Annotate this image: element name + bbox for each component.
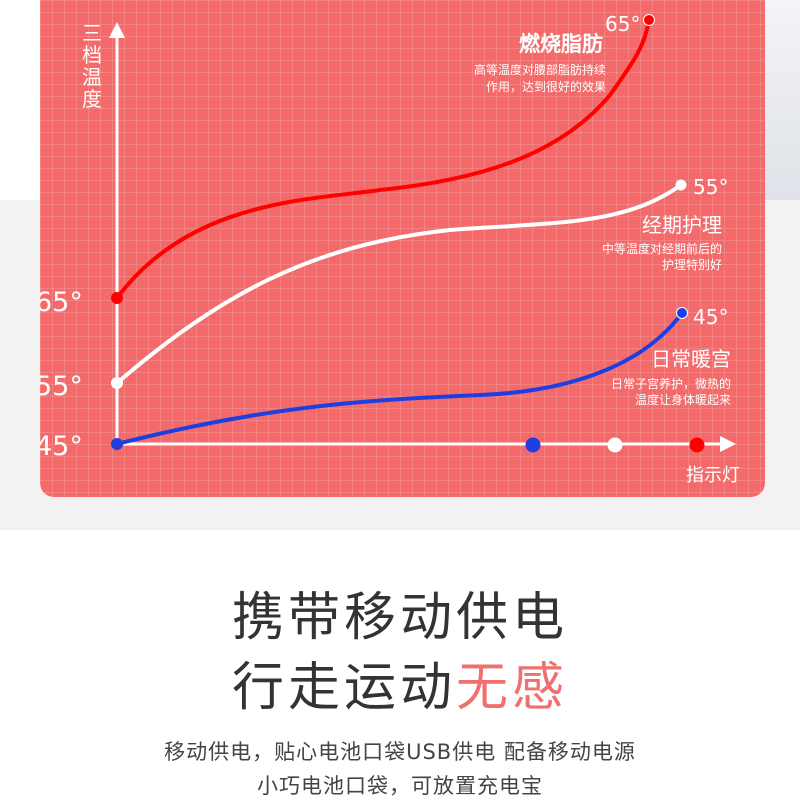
- temperature-chart: 三 档 温 度 45° 55° 65° 指示灯 65° 55° 45° 燃烧脂肪…: [40, 12, 740, 486]
- series-name-daily-warmth: 日常暖宫: [651, 347, 731, 371]
- y-axis-label-char: 三: [82, 21, 102, 45]
- series-description-line: 日常子宫养护，微热的: [611, 376, 731, 391]
- chart-panel: 三 档 温 度 45° 55° 65° 指示灯 65° 55° 45° 燃烧脂肪…: [40, 0, 765, 497]
- indicator-dot-red: [689, 437, 705, 453]
- y-axis-label-char: 度: [82, 87, 102, 111]
- series-description-line: 作用，达到很好的效果: [486, 79, 606, 94]
- headline-line-1: 携带移动供电: [231, 588, 568, 648]
- y-axis-arrow-icon: [109, 22, 125, 38]
- series-start-point: [111, 377, 123, 389]
- series-description-line: 高等温度对腰部脂肪持续: [474, 62, 606, 77]
- series-description-line: 温度让身体暖起来: [635, 392, 731, 407]
- series-name-fat-burning: 燃烧脂肪: [519, 32, 603, 56]
- series-start-point: [111, 438, 123, 450]
- series-end-point: [676, 307, 688, 319]
- series-end-point: [643, 14, 655, 26]
- headline-line-2-accent: 无感: [456, 658, 569, 718]
- indicator-dot-white: [607, 437, 623, 453]
- series-end-point: [675, 179, 687, 191]
- y-axis-label-char: 档: [82, 43, 102, 67]
- y-tick-label: 65°: [40, 287, 83, 318]
- series-line-daily-warmth: [116, 311, 684, 446]
- headline-line-2: 行走运动无感: [0, 645, 800, 720]
- series-end-label: 45°: [693, 305, 728, 329]
- y-axis-label-char: 温: [82, 65, 102, 89]
- y-tick-label: 45°: [40, 431, 83, 462]
- y-tick-label: 55°: [40, 371, 83, 402]
- series-name-period-care: 经期护理: [642, 213, 722, 237]
- headline-line-2-plain: 行走运动: [231, 658, 456, 718]
- series-end-label: 65°: [605, 12, 640, 36]
- series-start-point: [111, 292, 123, 304]
- subtext-line-1: 移动供电，贴心电池口袋USB供电 配备移动电源: [164, 740, 636, 764]
- subtext-line-2: 小巧电池口袋，可放置充电宝: [257, 774, 543, 798]
- series-description-line: 护理特别好: [662, 257, 722, 272]
- series-description-line: 中等温度对经期前后的: [602, 241, 722, 256]
- series-line-period-care: [115, 183, 683, 385]
- x-axis-arrow-icon: [720, 436, 736, 452]
- indicator-dot-blue: [525, 437, 541, 453]
- series-line-fat-burning: [115, 19, 651, 300]
- series-end-label: 55°: [693, 175, 728, 199]
- x-axis-label: 指示灯: [686, 465, 740, 486]
